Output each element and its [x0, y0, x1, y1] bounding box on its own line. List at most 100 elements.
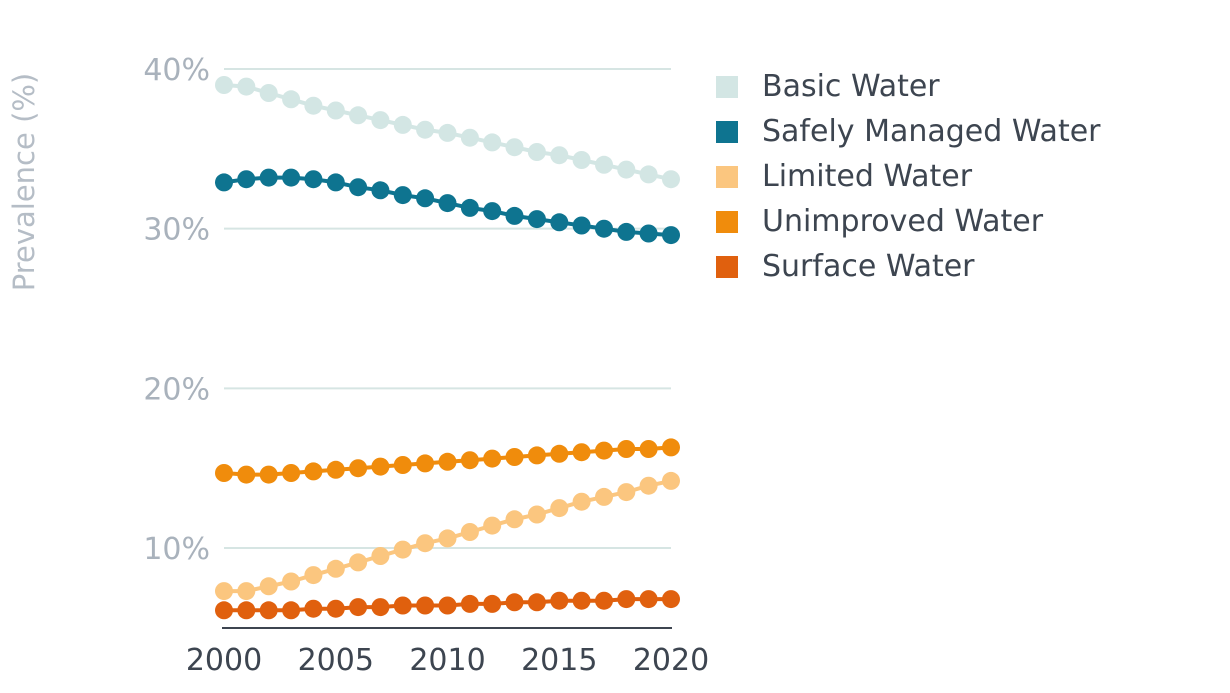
legend-label-surface-water: Surface Water	[762, 249, 975, 284]
x-tick-label-2000: 2000	[186, 643, 262, 678]
point-unimproved-water-2002	[259, 465, 278, 484]
point-limited-water-2010	[438, 529, 457, 548]
gridlines	[224, 68, 671, 549]
point-basic-water-2011	[460, 128, 479, 147]
point-limited-water-2012	[483, 516, 502, 535]
legend-swatch-limited-water	[716, 165, 738, 188]
point-basic-water-2000	[215, 76, 233, 94]
point-unimproved-water-2017	[595, 441, 613, 460]
point-basic-water-2018	[617, 160, 636, 179]
point-basic-water-2005	[326, 101, 345, 120]
point-limited-water-2020	[662, 471, 680, 490]
point-basic-water-2020	[662, 170, 680, 189]
y-axis-title: Prevalence (%)	[7, 72, 41, 292]
y-tick-label-40: 40%	[143, 53, 210, 88]
point-surface-water-2012	[483, 594, 502, 613]
point-surface-water-2005	[326, 599, 345, 618]
point-limited-water-2018	[617, 483, 636, 502]
point-limited-water-2008	[393, 540, 412, 559]
y-axis-title-container: Prevalence (%)	[4, 62, 44, 302]
point-surface-water-2015	[550, 591, 569, 610]
point-unimproved-water-2020	[662, 438, 680, 457]
point-safely-managed-water-2004	[304, 170, 323, 189]
point-safely-managed-water-2013	[505, 206, 524, 225]
point-safely-managed-water-2002	[259, 168, 278, 187]
series-limited-water	[215, 471, 680, 601]
point-unimproved-water-2012	[483, 449, 502, 468]
point-safely-managed-water-2019	[639, 224, 658, 243]
point-safely-managed-water-2016	[572, 216, 591, 235]
point-unimproved-water-2015	[550, 444, 569, 463]
legend-swatch-basic-water	[716, 75, 738, 98]
y-tick-label-10: 10%	[143, 532, 210, 567]
point-unimproved-water-2013	[505, 448, 524, 466]
point-limited-water-2004	[304, 566, 323, 585]
legend-item-unimproved-water: Unimproved Water	[716, 199, 1101, 244]
point-surface-water-2014	[527, 593, 546, 612]
point-limited-water-2013	[505, 510, 524, 529]
legend-item-safely-managed-water: Safely Managed Water	[716, 109, 1101, 154]
x-tick-labels: 2000 2005 2010 2015 2020	[186, 643, 709, 678]
point-surface-water-2020	[662, 590, 680, 609]
point-limited-water-2016	[572, 492, 591, 511]
point-basic-water-2015	[550, 146, 569, 165]
point-unimproved-water-2001	[237, 465, 256, 484]
point-surface-water-2001	[237, 601, 256, 620]
point-limited-water-2009	[416, 534, 435, 553]
y-tick-label-30: 30%	[143, 213, 210, 248]
point-basic-water-2003	[282, 90, 301, 109]
point-surface-water-2011	[460, 594, 479, 613]
point-surface-water-2016	[572, 591, 591, 610]
legend: Basic Water Safely Managed Water Limited W…	[716, 64, 1101, 289]
point-limited-water-2005	[326, 559, 345, 578]
series-basic-water	[215, 76, 680, 189]
point-safely-managed-water-2011	[460, 198, 479, 217]
point-limited-water-2007	[371, 547, 390, 565]
point-limited-water-2000	[215, 582, 233, 601]
point-safely-managed-water-2006	[349, 178, 368, 197]
legend-item-limited-water: Limited Water	[716, 154, 1101, 199]
point-basic-water-2013	[505, 138, 524, 157]
point-limited-water-2011	[460, 523, 479, 541]
point-unimproved-water-2004	[304, 462, 323, 481]
point-safely-managed-water-2015	[550, 213, 569, 232]
point-basic-water-2017	[595, 155, 613, 174]
point-safely-managed-water-2018	[617, 222, 636, 241]
point-basic-water-2006	[349, 106, 368, 125]
y-tick-labels: 10% 20% 30% 40%	[143, 53, 210, 567]
point-surface-water-2017	[595, 591, 613, 610]
point-limited-water-2003	[282, 572, 301, 591]
point-safely-managed-water-2009	[416, 189, 435, 208]
point-limited-water-2002	[259, 577, 278, 596]
x-tick-label-2015: 2015	[521, 643, 597, 678]
point-surface-water-2009	[416, 596, 435, 615]
legend-label-unimproved-water: Unimproved Water	[762, 204, 1044, 239]
point-surface-water-2010	[438, 596, 457, 615]
point-basic-water-2010	[438, 123, 457, 142]
legend-item-basic-water: Basic Water	[716, 64, 1101, 109]
point-safely-managed-water-2008	[393, 186, 412, 205]
point-safely-managed-water-2005	[326, 173, 345, 192]
point-limited-water-2015	[550, 499, 569, 518]
point-unimproved-water-2009	[416, 454, 435, 473]
point-unimproved-water-2008	[393, 456, 412, 474]
point-safely-managed-water-2014	[527, 210, 546, 229]
point-limited-water-2014	[527, 505, 546, 524]
point-basic-water-2007	[371, 111, 390, 130]
point-basic-water-2002	[259, 84, 278, 102]
point-basic-water-2014	[527, 143, 546, 161]
point-basic-water-2008	[393, 115, 412, 134]
point-unimproved-water-2000	[215, 464, 233, 482]
point-surface-water-2006	[349, 598, 368, 617]
series-surface-water	[215, 590, 680, 620]
legend-swatch-safely-managed-water	[716, 120, 738, 143]
x-tick-label-2020: 2020	[633, 643, 709, 678]
point-unimproved-water-2007	[371, 457, 390, 476]
series-unimproved-water	[215, 438, 680, 484]
point-basic-water-2012	[483, 133, 502, 152]
series-safely-managed-water	[215, 168, 680, 245]
point-safely-managed-water-2000	[215, 173, 233, 192]
point-basic-water-2001	[237, 77, 256, 96]
point-safely-managed-water-2017	[595, 219, 613, 238]
